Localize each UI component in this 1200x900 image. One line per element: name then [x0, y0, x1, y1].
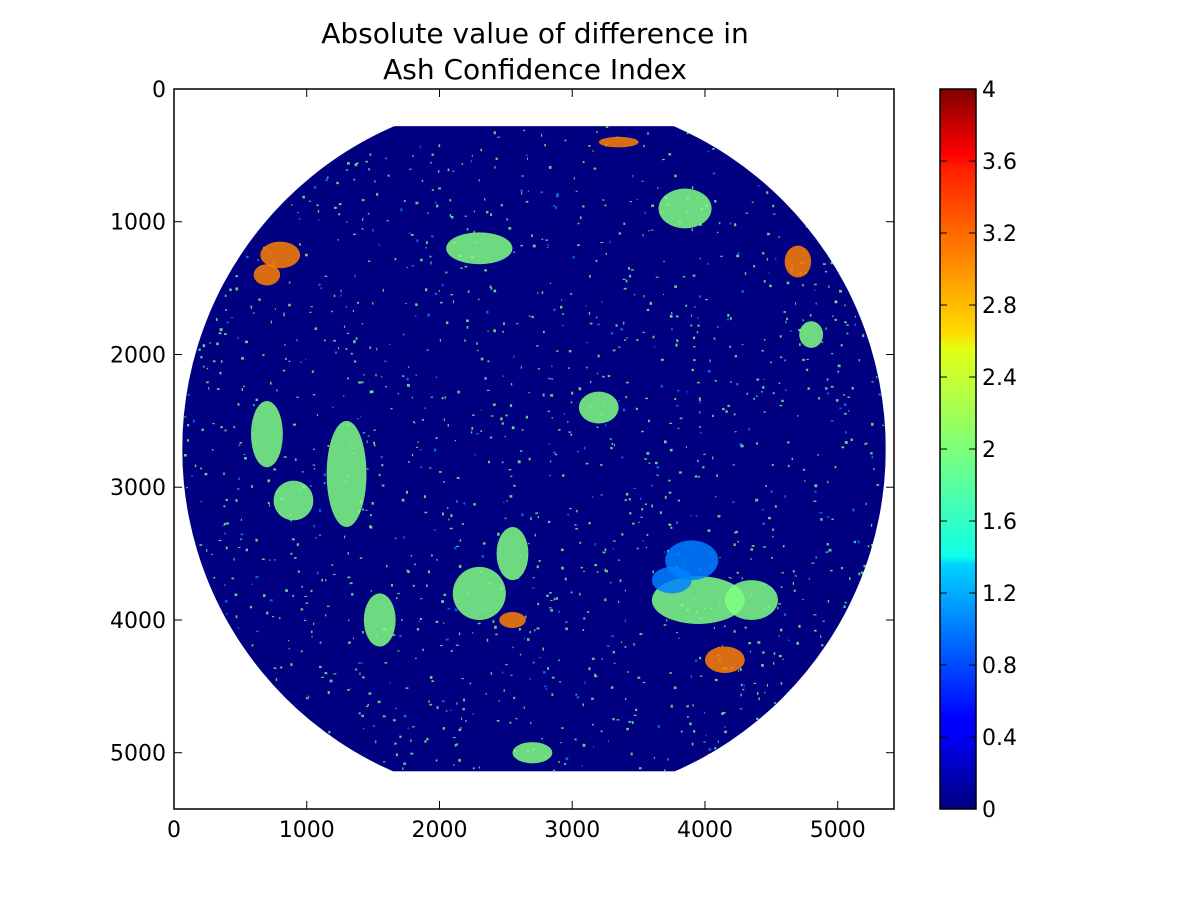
x-tick-label: 0 — [167, 818, 181, 843]
heatmap-region-8 — [512, 742, 553, 764]
heatmap-region-19 — [499, 612, 526, 628]
heatmap-region-15 — [253, 264, 281, 286]
x-tick-label: 1000 — [279, 818, 335, 843]
y-tick-label: 5000 — [110, 742, 166, 767]
heatmap-region-17 — [598, 136, 639, 148]
axes-frame — [173, 88, 895, 810]
colorbar-tick-label: 2.4 — [982, 366, 1017, 391]
heatmap-region-16 — [784, 245, 812, 278]
heatmap-area — [174, 89, 894, 809]
heatmap-region-6 — [250, 400, 283, 468]
heatmap-region-22 — [665, 540, 719, 581]
chart-title-line-1: Absolute value of difference in — [321, 17, 749, 50]
colorbar-tick-label: 0.8 — [982, 654, 1017, 679]
colorbar-tick-label: 0 — [982, 798, 996, 823]
x-tick-label: 4000 — [677, 818, 733, 843]
heatmap-region-2 — [452, 566, 506, 620]
heatmap-region-12 — [658, 188, 712, 229]
heatmap-region-13 — [446, 232, 513, 265]
colorbar-tick-label: 2.8 — [982, 294, 1017, 319]
y-tick-label: 2000 — [110, 343, 166, 368]
colorbar-ticks: 0 0.4 0.8 1.2 1.6 2 2.4 2.8 3.2 3.6 4 — [940, 78, 1017, 823]
colorbar-tick-label: 3.2 — [982, 222, 1017, 247]
y-tick-label: 4000 — [110, 609, 166, 634]
heatmap-region-18 — [704, 646, 745, 674]
y-tick-label: 1000 — [110, 211, 166, 236]
x-tick-label: 2000 — [411, 818, 467, 843]
heatmap-region-10 — [799, 321, 824, 348]
colorbar-tick-label: 3.6 — [982, 150, 1017, 175]
heatmap-region-11 — [578, 391, 619, 424]
disk-background — [182, 126, 886, 772]
earth-disk — [182, 126, 886, 773]
heatmap-region-3 — [496, 527, 529, 581]
speckle-noise — [183, 126, 885, 773]
heatmap-region-14 — [260, 241, 301, 269]
x-axis-ticks: 0 1000 2000 3000 4000 5000 — [167, 89, 866, 843]
heatmap-region-1 — [724, 580, 778, 620]
colorbar-tick-label: 2 — [982, 438, 996, 463]
y-tick-label: 3000 — [110, 476, 166, 501]
y-tick-label: 0 — [152, 78, 166, 103]
colorbar-tick-label: 4 — [982, 78, 996, 103]
heatmap-region-4 — [363, 593, 396, 647]
chart-title-line-2: Ash Confidence Index — [383, 53, 687, 86]
heatmap-region-5 — [326, 420, 367, 528]
colorbar-tick-label: 1.2 — [982, 582, 1017, 607]
x-tick-label: 3000 — [544, 818, 600, 843]
x-tick-label: 5000 — [810, 818, 866, 843]
heatmap-region-7 — [273, 480, 314, 521]
colorbar-tick-label: 0.4 — [982, 726, 1017, 751]
colorbar-tick-label: 1.6 — [982, 510, 1017, 535]
y-axis-ticks: 0 1000 2000 3000 4000 5000 — [110, 78, 894, 767]
